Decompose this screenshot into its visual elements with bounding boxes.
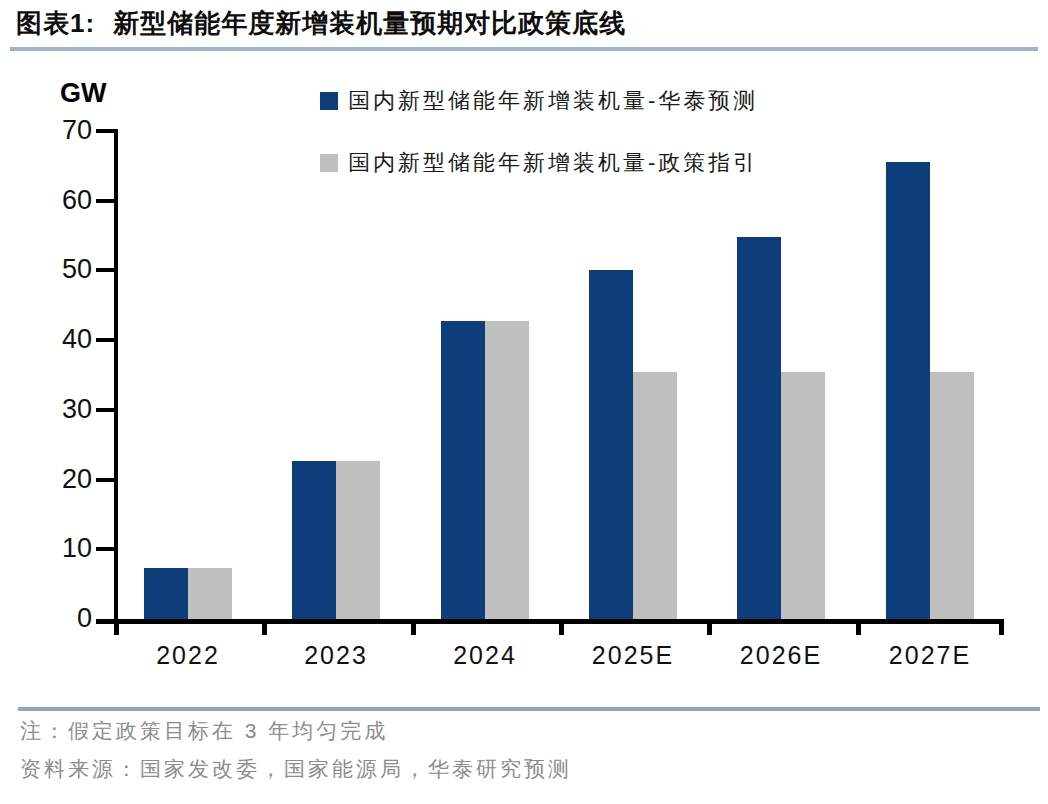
bar-policy-guideline-2024 (485, 321, 529, 619)
x-category-label-2024: 2024 (411, 641, 559, 670)
x-category-label-2022: 2022 (114, 641, 262, 670)
legend-item-huatai-forecast: 国内新型储能年新增装机量-华泰预测 (320, 86, 758, 116)
y-tick-20 (96, 478, 114, 482)
bar-huatai-forecast-2024 (441, 321, 485, 619)
x-tick-4 (707, 624, 712, 635)
y-tick-70 (96, 129, 114, 133)
y-tick-10 (96, 547, 114, 551)
bar-policy-guideline-2023 (336, 461, 380, 619)
y-tick-label-0: 0 (40, 605, 92, 632)
y-tick-50 (96, 268, 114, 272)
x-tick-6 (999, 624, 1004, 635)
y-tick-label-30: 30 (40, 396, 92, 423)
bar-policy-guideline-2027E (930, 372, 974, 619)
bar-huatai-forecast-2027E (886, 162, 930, 619)
y-tick-60 (96, 199, 114, 203)
chart-title-prefix: 图表1: (16, 8, 95, 38)
bar-policy-guideline-2022 (188, 568, 232, 619)
y-tick-label-40: 40 (40, 326, 92, 353)
legend-label-huatai-forecast: 国内新型储能年新增装机量-华泰预测 (348, 86, 758, 116)
x-category-label-2027E: 2027E (856, 641, 1004, 670)
bar-huatai-forecast-2026E (737, 237, 781, 619)
legend-swatch-huatai-forecast (320, 92, 338, 110)
bar-policy-guideline-2026E (781, 372, 825, 619)
title-divider (10, 47, 1038, 51)
y-tick-label-60: 60 (40, 187, 92, 214)
y-tick-label-50: 50 (40, 256, 92, 283)
chart-title-text: 新型储能年度新增装机量预期对比政策底线 (113, 8, 626, 38)
y-tick-40 (96, 338, 114, 342)
x-tick-0 (114, 624, 119, 635)
y-tick-label-20: 20 (40, 466, 92, 493)
chart-source: 资料来源：国家发改委，国家能源局，华泰研究预测 (20, 755, 572, 783)
x-tick-2 (411, 624, 416, 635)
y-axis-line (114, 129, 118, 624)
footer-divider (18, 707, 1040, 711)
y-tick-label-70: 70 (40, 117, 92, 144)
bar-huatai-forecast-2022 (144, 568, 188, 619)
y-tick-label-10: 10 (40, 535, 92, 562)
bar-huatai-forecast-2025E (589, 270, 633, 619)
x-tick-3 (559, 624, 564, 635)
chart-note: 注：假定政策目标在 3 年均匀完成 (20, 717, 388, 745)
x-category-label-2023: 2023 (262, 641, 410, 670)
x-category-label-2026E: 2026E (707, 641, 855, 670)
bar-policy-guideline-2025E (633, 372, 677, 619)
chart-title: 图表1: 新型储能年度新增装机量预期对比政策底线 (16, 6, 626, 41)
x-axis-line (96, 619, 1004, 624)
x-tick-1 (262, 624, 267, 635)
x-tick-5 (856, 624, 861, 635)
x-category-label-2025E: 2025E (559, 641, 707, 670)
y-axis-unit-label: GW (60, 78, 107, 109)
bar-huatai-forecast-2023 (292, 461, 336, 619)
figure-page: 图表1: 新型储能年度新增装机量预期对比政策底线 GW 国内新型储能年新增装机量-… (0, 0, 1048, 804)
plot-area: 0102030405060702022202320242025E2026E202… (114, 131, 1004, 619)
y-tick-30 (96, 408, 114, 412)
